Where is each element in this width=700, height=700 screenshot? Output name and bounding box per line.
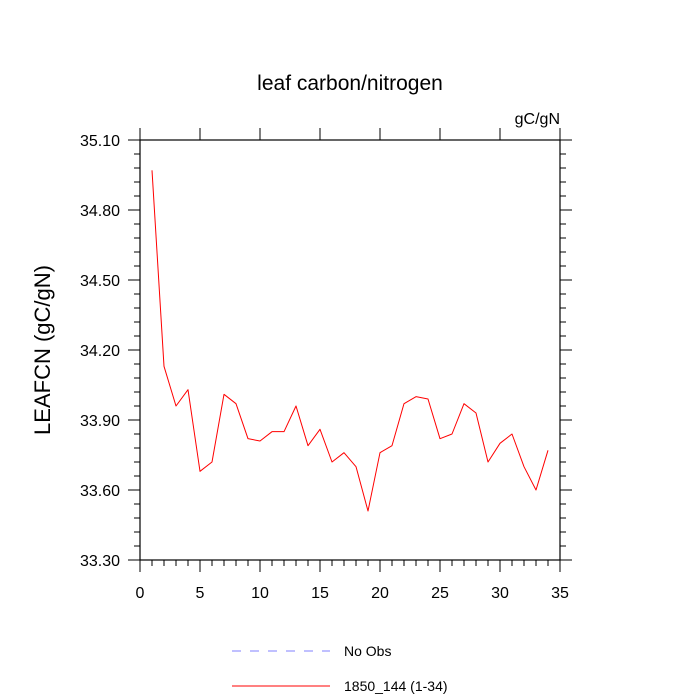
y-axis-label: LEAFCN (gC/gN): [30, 265, 55, 435]
series-line: [151, 170, 549, 512]
y-tick-label: 34.20: [80, 343, 120, 360]
y-tick-label: 33.90: [80, 413, 120, 430]
plot-frame: [139, 139, 561, 561]
x-tick-label: 30: [491, 585, 509, 602]
series-layer: [151, 170, 549, 512]
x-tick-label: 35: [551, 585, 569, 602]
legend-label: 1850_144 (1-34): [344, 678, 448, 694]
units-label: gC/gN: [515, 111, 560, 128]
x-tick-label: 5: [196, 585, 205, 602]
x-tick-label: 15: [311, 585, 329, 602]
y-tick-label: 34.50: [80, 273, 120, 290]
legend-label: No Obs: [344, 643, 391, 659]
y-tick-label: 33.30: [80, 553, 120, 570]
x-tick-label: 25: [431, 585, 449, 602]
x-tick-label: 0: [136, 585, 145, 602]
y-tick-label: 34.80: [80, 203, 120, 220]
y-tick-label: 33.60: [80, 483, 120, 500]
legend: No Obs 1850_144 (1-34): [232, 643, 448, 694]
chart-title: leaf carbon/nitrogen: [257, 72, 443, 95]
y-tick-label: 35.10: [80, 133, 120, 150]
x-tick-label: 20: [371, 585, 389, 602]
tick-labels: 0 5 10 15 20 25 30 35 33.30 33.60 33.90 34.20 34.50 3…: [80, 133, 569, 602]
axis-ticks: [128, 128, 572, 572]
x-tick-label: 10: [251, 585, 269, 602]
